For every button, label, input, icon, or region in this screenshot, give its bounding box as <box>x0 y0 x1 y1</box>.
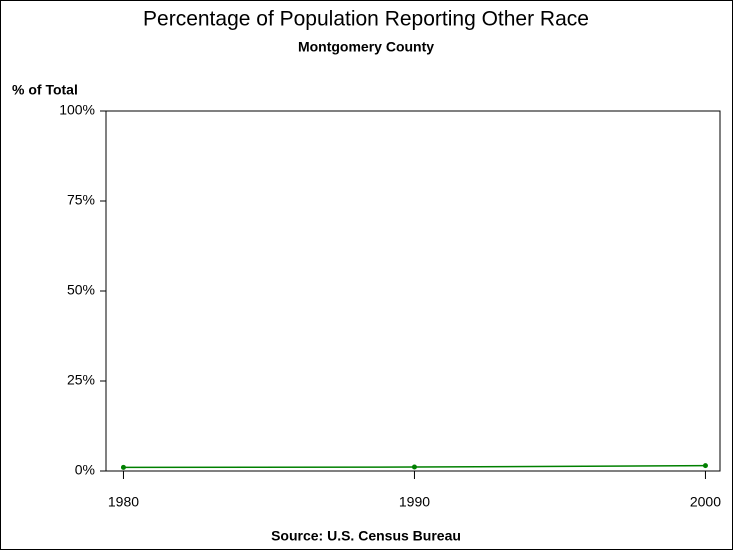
plot-area <box>105 110 721 472</box>
x-tick-label: 1990 <box>399 494 430 510</box>
chart-subtitle: Montgomery County <box>298 39 434 55</box>
y-tick-label: 75% <box>67 192 95 208</box>
data-point <box>120 464 126 470</box>
y-tick-label: 25% <box>67 372 95 388</box>
y-tick-label: 100% <box>59 102 95 118</box>
y-axis-label: % of Total <box>12 82 78 98</box>
data-point <box>411 464 417 470</box>
y-tick-label: 50% <box>67 282 95 298</box>
chart-title: Percentage of Population Reporting Other… <box>143 8 589 31</box>
data-point <box>702 463 708 469</box>
x-tick-label: 1980 <box>108 494 139 510</box>
x-tick-label: 2000 <box>690 494 721 510</box>
y-tick-label: 0% <box>75 462 95 478</box>
source-note: Source: U.S. Census Bureau <box>271 528 461 544</box>
